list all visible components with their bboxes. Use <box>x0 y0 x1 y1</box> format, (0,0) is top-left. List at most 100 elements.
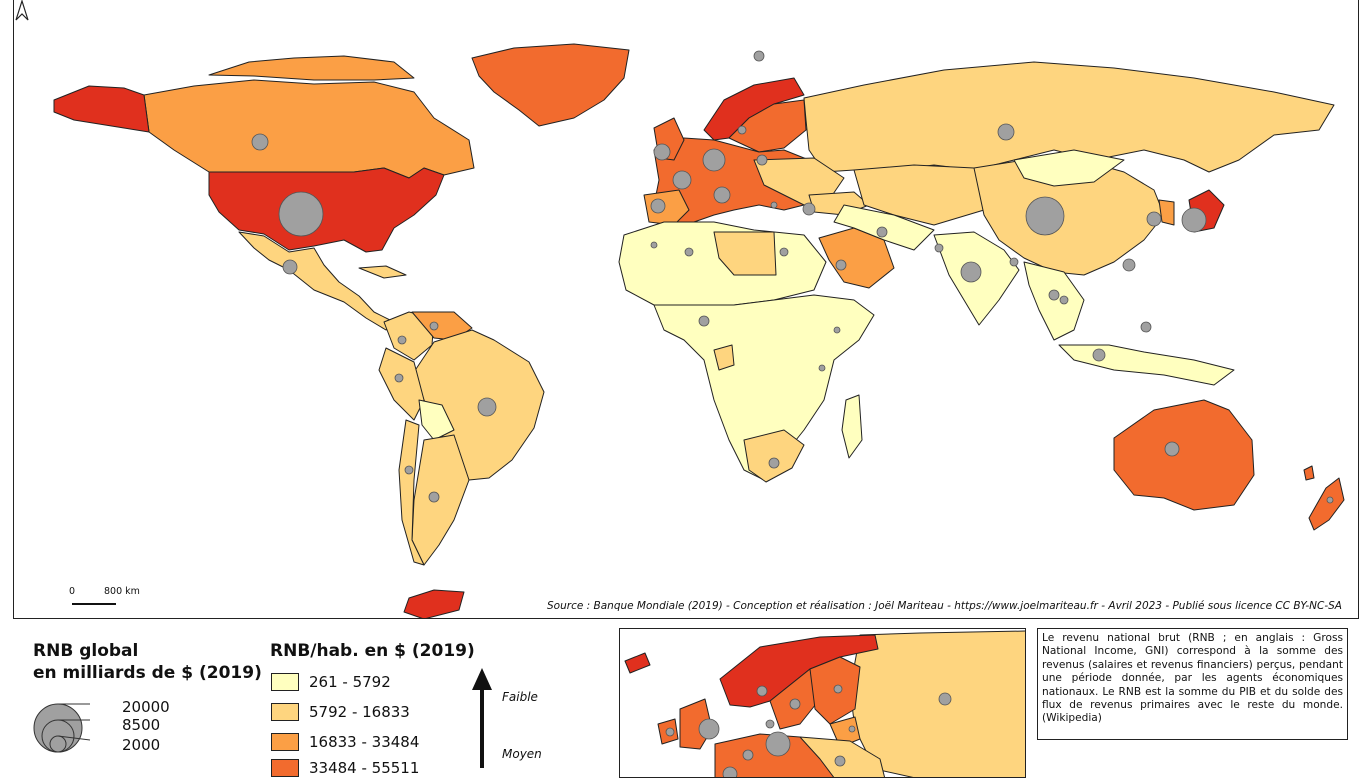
country-canada-islands <box>208 55 415 81</box>
bubble-norway <box>753 50 765 62</box>
legend-axis-low: Faible <box>502 690 538 704</box>
bubble-uk <box>653 143 671 161</box>
legend-value-8500: 8500 <box>122 716 161 734</box>
legend-class-row: 5792 - 16833 <box>271 701 410 723</box>
inset-bubble-france <box>722 766 738 777</box>
inset-bubble-norway <box>756 685 768 697</box>
inset-iceland <box>624 652 651 674</box>
legend-swatch <box>271 733 299 751</box>
country-chile <box>398 419 425 566</box>
bubble-argentina <box>428 491 440 503</box>
country-bolivia <box>418 399 455 441</box>
legend-class-label: 261 - 5792 <box>309 673 391 691</box>
legend-global-title-line1: RNB global <box>33 641 139 661</box>
inset-bubble-baltics <box>848 725 856 733</box>
bubble-spain <box>650 198 666 214</box>
north-arrow-icon <box>15 0 29 21</box>
gni-definition-text: Le revenu national brut (RNB ; en anglai… <box>1037 628 1348 740</box>
country-peru <box>378 347 425 421</box>
legend-circle-sizes: 20000 8500 2000 <box>32 698 170 758</box>
inset-bubble-sweden <box>789 698 801 710</box>
legend-swatch <box>271 759 299 777</box>
country-korea <box>1158 199 1175 226</box>
country-argentina <box>411 434 470 566</box>
country-australia <box>1113 399 1255 511</box>
country-usa <box>208 167 445 253</box>
bubble-france <box>672 170 692 190</box>
inset-bubble-uk <box>698 718 720 740</box>
scale-bar-distance: 800 km <box>104 586 140 597</box>
country-canada <box>143 79 475 179</box>
bubble-china <box>1025 196 1065 236</box>
europe-inset-map <box>619 628 1026 778</box>
world-map: 0 800 km Source : Banque Mondiale (2019)… <box>13 0 1359 619</box>
legend-per-capita-title: RNB/hab. en $ (2019) <box>270 641 475 661</box>
inset-bubble-netherlands <box>742 749 754 761</box>
bubble-brazil <box>477 397 497 417</box>
bubble-chile <box>404 465 414 475</box>
legend-circles-svg <box>33 703 91 753</box>
bubble-indonesia <box>1092 348 1106 362</box>
gni-bubbles <box>251 50 1334 504</box>
bubble-ethiopia <box>833 326 841 334</box>
bubble-egypt <box>779 247 789 257</box>
legend-global-title-line2: en milliards de $ (2019) <box>33 663 262 683</box>
legend-circle-small <box>49 735 67 753</box>
legend-class-row: 261 - 5792 <box>271 671 391 693</box>
bubble-peru <box>394 373 404 383</box>
legend-class-row: 33484 - 55511 <box>271 757 419 779</box>
region-indonesia <box>1058 344 1235 386</box>
scale-bar-zero: 0 <box>69 586 76 597</box>
legend-class-label: 16833 - 33484 <box>309 733 420 751</box>
bubble-morocco <box>650 241 658 249</box>
country-south-africa <box>743 429 805 483</box>
inset-russia <box>849 630 1025 777</box>
bubble-vietnam <box>1059 295 1069 305</box>
bubble-new-zealand <box>1326 496 1334 504</box>
bubble-germany <box>702 148 726 172</box>
bubble-poland <box>756 154 768 166</box>
legend-class-label: 5792 - 16833 <box>309 703 410 721</box>
bubble-algeria <box>684 247 694 257</box>
country-cuba <box>358 265 407 279</box>
country-madagascar <box>841 394 863 459</box>
scale-bar <box>72 603 116 605</box>
world-map-svg <box>53 43 1345 618</box>
legend-class-label: 33484 - 55511 <box>309 759 420 777</box>
bubble-philippines <box>1140 321 1152 333</box>
country-greenland <box>471 43 630 127</box>
region-southeast-asia <box>1023 261 1085 341</box>
europe-inset-svg <box>624 630 1025 777</box>
bubble-venezuela <box>429 321 439 331</box>
bubble-nigeria <box>698 315 710 327</box>
inset-bubble-finland <box>833 684 843 694</box>
country-libya <box>713 231 777 276</box>
legend-swatch <box>271 703 299 721</box>
inset-bubble-russia <box>938 692 952 706</box>
source-credit: Source : Banque Mondiale (2019) - Concep… <box>547 600 1342 612</box>
legend-value-20000: 20000 <box>122 698 170 716</box>
bubble-korea <box>1146 211 1162 227</box>
country-alaska <box>53 85 150 133</box>
legend-global-title: RNB global en milliards de $ (2019) <box>33 640 263 684</box>
legend-class-row: 16833 - 33484 <box>271 731 419 753</box>
bubble-bangladesh <box>1009 257 1019 267</box>
bubble-turkey <box>802 202 816 216</box>
bubble-sweden <box>737 125 747 135</box>
bubble-india <box>960 261 982 283</box>
bubble-colombia <box>397 335 407 345</box>
inset-bubble-denmark <box>765 719 775 729</box>
bubble-thailand <box>1048 289 1060 301</box>
legend-axis-arrow-icon <box>472 668 492 768</box>
bubble-south-africa <box>768 457 780 469</box>
bubble-taiwan <box>1122 258 1136 272</box>
inset-bubble-germany <box>765 731 791 757</box>
bubble-saudi <box>835 259 847 271</box>
bubble-kenya <box>818 364 826 372</box>
bubble-australia <box>1164 441 1180 457</box>
legend-axis-medium: Moyen <box>502 747 542 761</box>
bubble-russia <box>997 123 1015 141</box>
country-norway <box>703 77 805 141</box>
inset-bubble-ireland <box>665 727 675 737</box>
bubble-greece <box>770 201 778 209</box>
